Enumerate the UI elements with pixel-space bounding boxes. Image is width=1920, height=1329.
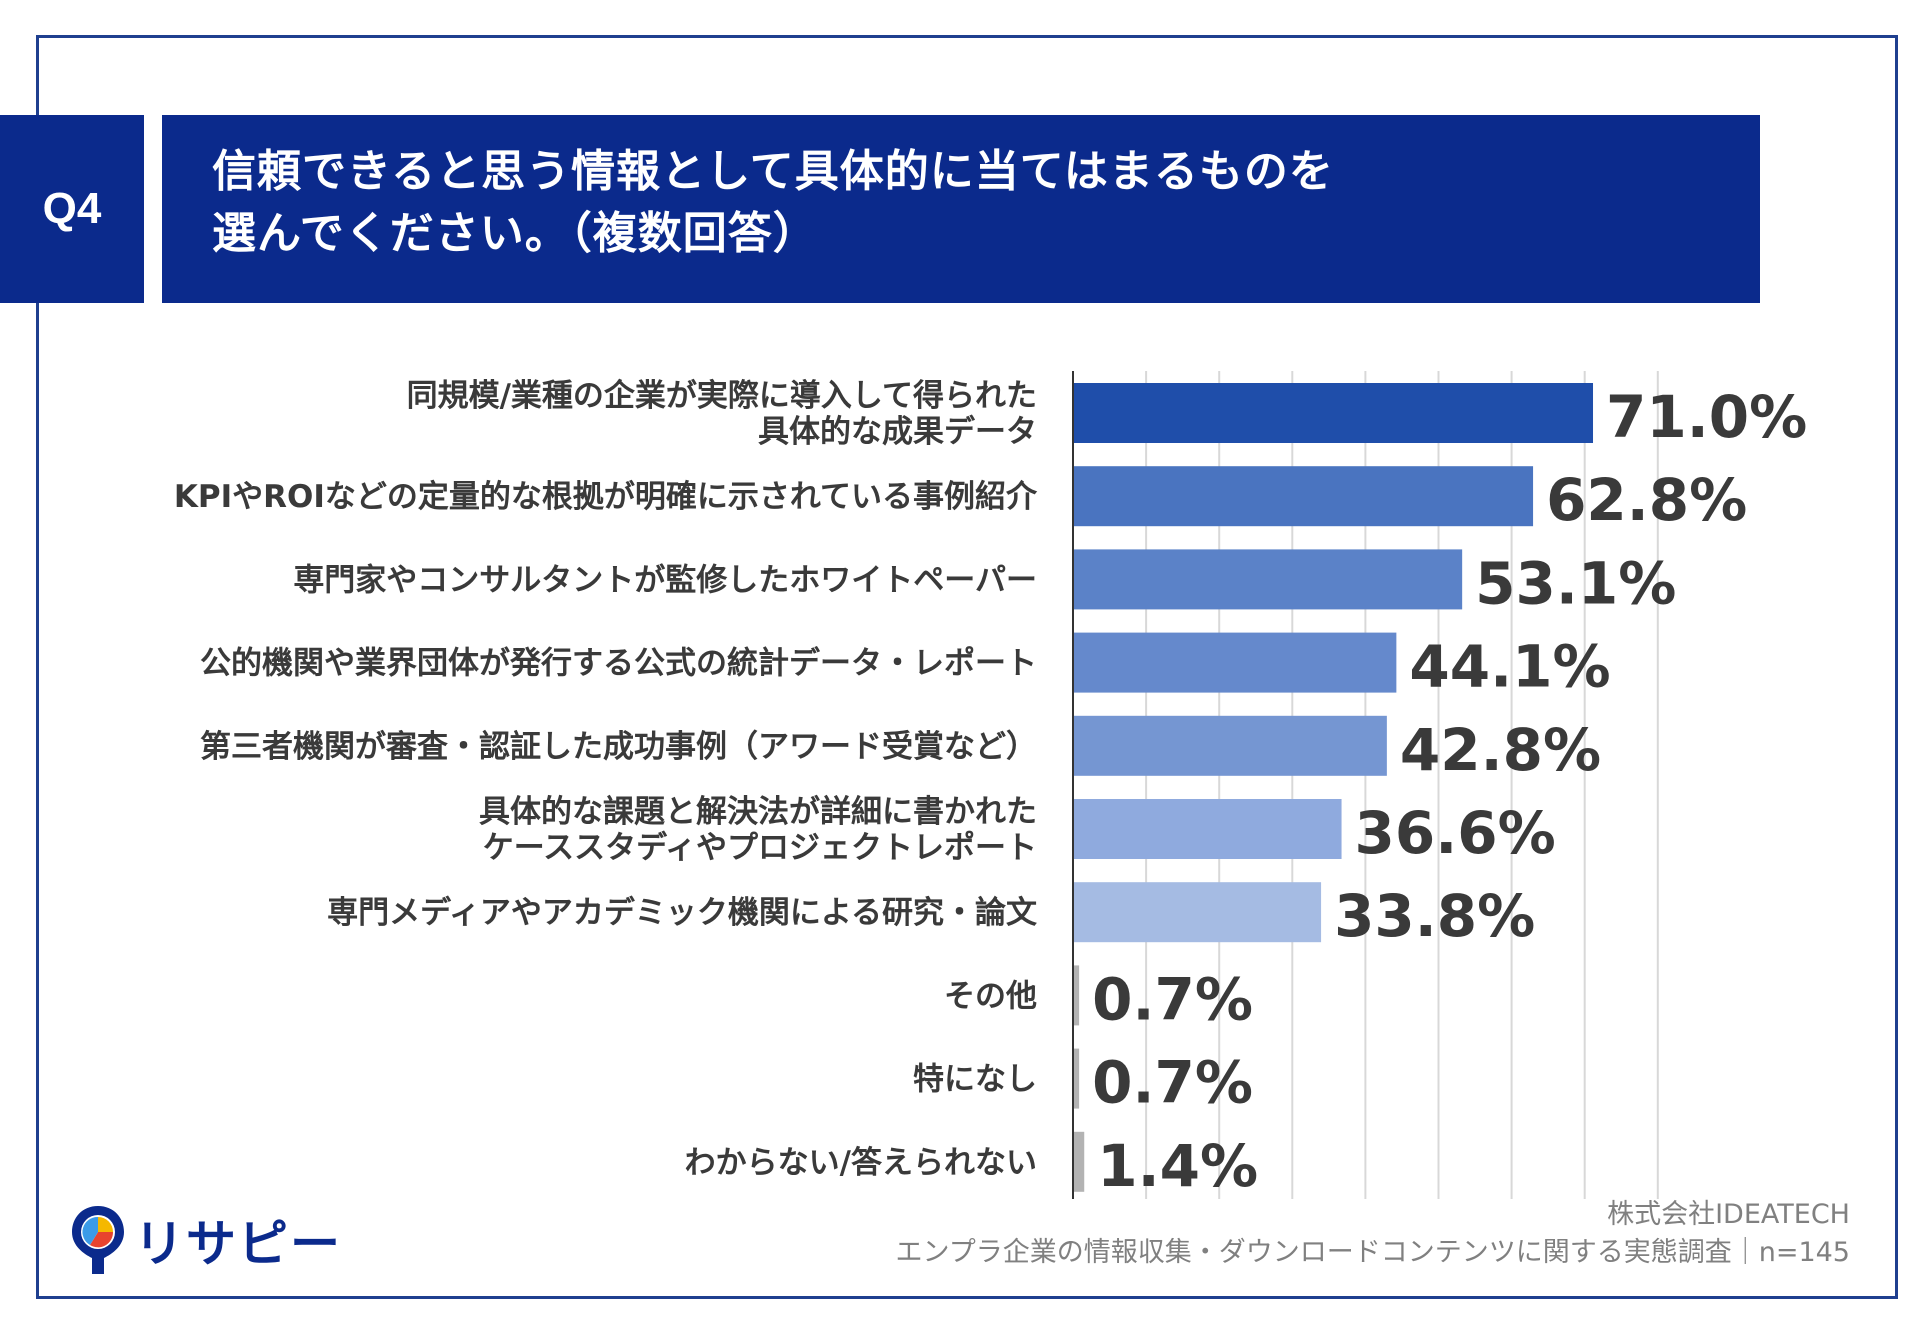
bar [1074, 965, 1080, 1026]
logo-text: リサピー [134, 1215, 342, 1273]
value-label: 53.1% [1475, 549, 1676, 617]
bar [1074, 466, 1534, 527]
question-title-box: 信頼できると思う情報として具体的に当てはまるものを 選んでください。（複数回答） [162, 115, 1760, 303]
logo-pin-icon [72, 1206, 124, 1274]
category-label: わからない/答えられない [685, 1145, 1037, 1181]
footer-company: 株式会社IDEATECH [1607, 1199, 1850, 1230]
bar [1074, 549, 1463, 610]
category-label: 専門メディアやアカデミック機関による研究・論文 [327, 895, 1037, 931]
value-label: 0.7% [1092, 1049, 1253, 1117]
risapy-logo: リサピー [70, 1204, 342, 1276]
category-label: ケーススタディやプロジェクトレポート [483, 830, 1037, 866]
bar [1074, 632, 1397, 693]
category-label: 同規模/業種の企業が実際に導入して得られた [407, 378, 1037, 414]
bar [1074, 882, 1322, 943]
question-number-badge: Q4 [0, 115, 144, 303]
category-label: 具体的な成果データ [758, 414, 1037, 450]
category-label: 専門家やコンサルタントが監修したホワイトペーパー [293, 562, 1037, 598]
category-label: その他 [944, 978, 1037, 1014]
bar [1074, 799, 1342, 859]
bar [1074, 715, 1387, 776]
value-label: 0.7% [1092, 965, 1253, 1033]
bar [1074, 1048, 1080, 1109]
value-label: 42.8% [1400, 716, 1601, 784]
value-label: 62.8% [1546, 466, 1747, 534]
outer-frame [36, 35, 1898, 1299]
bar [1074, 383, 1594, 443]
footer-survey-note: エンプラ企業の情報収集・ダウンロードコンテンツに関する実態調査｜n=145 [895, 1237, 1850, 1268]
value-label: 1.4% [1097, 1132, 1258, 1200]
question-number: Q4 [42, 184, 102, 233]
value-label: 44.1% [1409, 633, 1610, 701]
question-title-line-1: 信頼できると思う情報として具体的に当てはまるものを [212, 146, 1334, 197]
value-label: 33.8% [1334, 882, 1535, 950]
category-label: 具体的な課題と解決法が詳細に書かれた [479, 794, 1037, 830]
category-label: 特になし [913, 1062, 1037, 1098]
category-label: KPIやROIなどの定量的な根拠が明確に示されている事例紹介 [174, 479, 1038, 515]
value-label: 71.0% [1606, 383, 1807, 451]
category-label: 公的機関や業界団体が発行する公式の統計データ・レポート [200, 646, 1037, 682]
bar [1074, 1131, 1085, 1192]
value-label: 36.6% [1355, 799, 1556, 867]
category-label: 第三者機関が審査・認証した成功事例（アワード受賞など） [200, 729, 1037, 765]
question-title-line-2: 選んでください。（複数回答） [212, 208, 818, 259]
